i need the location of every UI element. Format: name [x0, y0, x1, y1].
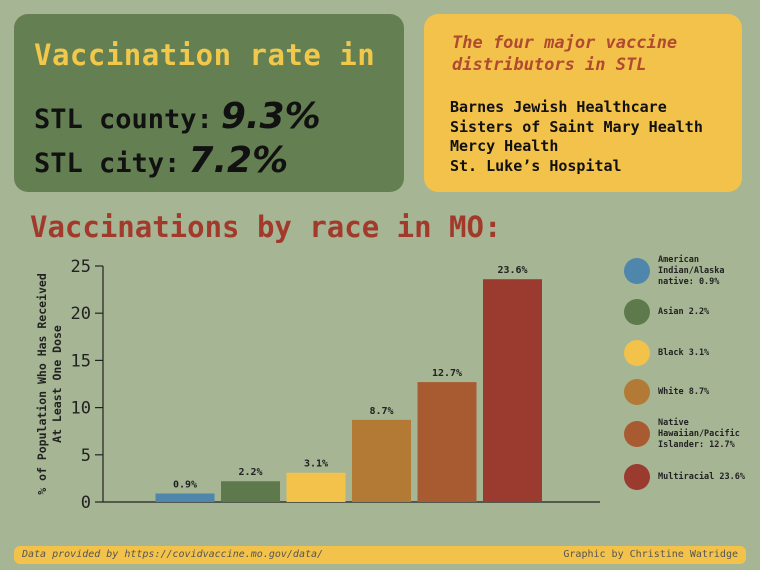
vaccination-rate-heading: Vaccination rate in [34, 38, 376, 72]
legend-swatch [624, 340, 650, 366]
legend-label: American Indian/Alaska native: 0.9% [658, 254, 725, 287]
city-rate-row: STL city: 7.2% [34, 140, 288, 181]
legend-swatch [624, 258, 650, 284]
bar-data-label: 12.7% [432, 368, 462, 379]
legend-swatch [624, 299, 650, 325]
bar-data-label: 23.6% [497, 265, 527, 276]
distributor-item: St. Luke’s Hospital [450, 156, 622, 175]
y-axis-label-line: % of Population Who Has Received [35, 273, 49, 495]
legend-label: Multiracial 23.6% [658, 471, 745, 482]
chart-title: Vaccinations by race in MO: [30, 210, 502, 244]
distributor-item: Mercy Health [450, 137, 559, 155]
y-tick-label: 20 [71, 304, 91, 324]
legend-swatch [624, 379, 650, 405]
distributors-list: Barnes Jewish Healthcare Sisters of Sain… [450, 98, 703, 176]
bar-data-label: 0.9% [173, 480, 197, 491]
legend-swatch [624, 464, 650, 490]
y-tick-label: 15 [71, 351, 91, 371]
y-axis-label-line: At Least One Dose [50, 325, 64, 443]
legend-swatch [624, 421, 650, 447]
chart-bars: 0.9% 2.2% 3.1% 8.7% 12.7% 23.6% [155, 265, 542, 502]
bar-4 [352, 419, 411, 502]
bar-data-label: 2.2% [238, 467, 262, 478]
bar-1 [155, 493, 215, 502]
city-value: 7.2% [188, 140, 289, 181]
city-label: STL city: [34, 148, 181, 179]
data-source: Data provided by https://covidvaccine.mo… [22, 549, 324, 560]
y-tick-label: 10 [71, 399, 91, 419]
distributor-item: Sisters of Saint Mary Health [450, 117, 703, 136]
footer: Data provided by https://covidvaccine.mo… [14, 546, 746, 564]
legend-label: Asian 2.2% [658, 306, 710, 317]
bar-2 [221, 481, 280, 502]
bar-6 [483, 279, 542, 502]
y-tick-label: 5 [81, 446, 91, 466]
legend-label: Black 3.1% [658, 347, 710, 358]
y-tick-label: 0 [81, 493, 91, 513]
distributors-panel: The four major vaccine distributors in S… [424, 14, 742, 192]
distributor-item: Barnes Jewish Healthcare [450, 98, 667, 116]
bar-3 [286, 472, 346, 502]
bar-data-label: 3.1% [304, 459, 328, 470]
distributors-heading: The four major vaccine distributors in S… [452, 33, 678, 75]
bar-5 [417, 382, 477, 502]
graphic-credit: Graphic by Christine Watridge [563, 549, 738, 560]
y-axis-label: % of Population Who Has ReceivedAt Least… [35, 273, 64, 495]
legend-label: Native Hawaiian/Pacific Islander: 12.7% [658, 417, 740, 450]
legend-label: White 8.7% [658, 386, 710, 397]
chart-axes: 0 5 10 15 20 25 % of Population Who Has Receiv… [35, 257, 600, 513]
y-tick-label: 25 [71, 257, 91, 277]
vaccination-rate-panel: Vaccination rate in STL county: 9.3% STL … [14, 14, 404, 192]
county-label: STL county: [34, 104, 213, 135]
bar-data-label: 8.7% [369, 406, 393, 417]
county-rate-row: STL county: 9.3% [34, 96, 321, 137]
county-value: 9.3% [220, 96, 321, 137]
